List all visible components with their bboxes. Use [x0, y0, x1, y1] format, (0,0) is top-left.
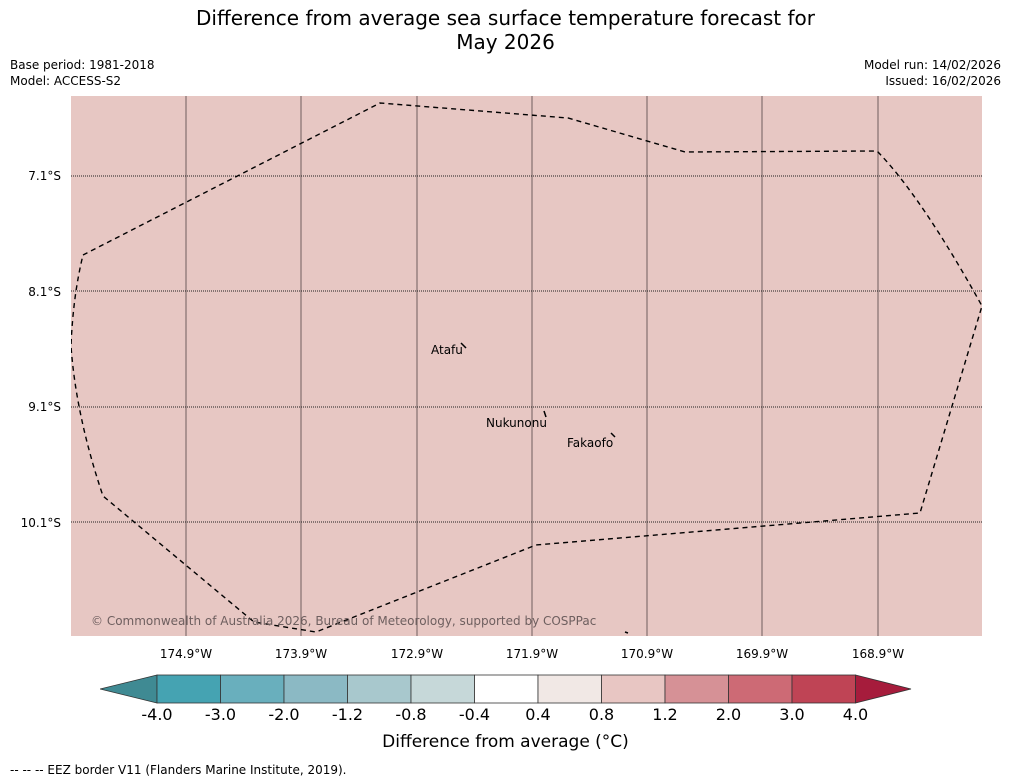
meridian-lines — [185, 96, 879, 636]
lat-label: 10.1°S — [20, 516, 61, 530]
issued-date: Issued: 16/02/2026 — [885, 74, 1001, 88]
chart-title: Difference from average sea surface temp… — [0, 6, 1011, 54]
atafu-atoll — [460, 342, 467, 349]
legend-footer: -- -- -- EEZ border V11 (Flanders Marine… — [10, 763, 347, 777]
lon-label: 170.9°W — [620, 647, 674, 661]
lon-label: 171.9°W — [505, 647, 559, 661]
colorbar-segment-low — [100, 674, 158, 704]
colorbar-segment — [601, 674, 666, 704]
lat-label: 8.1°S — [28, 285, 61, 299]
eez-border — [71, 102, 982, 633]
lon-label: 174.9°W — [159, 647, 213, 661]
colorbar-segment — [220, 674, 285, 704]
colorbar-label: Difference from average (°C) — [382, 732, 629, 752]
colorbar-tick: -3.0 — [204, 705, 237, 724]
colorbar-segment — [283, 674, 348, 704]
lon-label: 172.9°W — [390, 647, 444, 661]
lon-label: 168.9°W — [851, 647, 905, 661]
colorbar-tick: 3.0 — [779, 705, 805, 724]
map-svg — [71, 96, 982, 636]
colorbar-tick: 4.0 — [842, 705, 869, 724]
colorbar-segment — [474, 674, 539, 704]
colorbar-segment — [537, 674, 602, 704]
colorbar-segment — [728, 674, 793, 704]
title-line-1: Difference from average sea surface temp… — [195, 6, 815, 30]
map-panel[interactable]: Atafu Nukunonu Fakaofo © Commonwealth of… — [71, 96, 982, 636]
place-label-fakaofo: Fakaofo — [567, 436, 614, 450]
colorbar-segment — [156, 674, 221, 704]
place-label-atafu: Atafu — [431, 343, 463, 357]
title-line-2: May 2026 — [456, 30, 555, 54]
fakaofo-atoll — [610, 432, 616, 438]
colorbar-segment — [347, 674, 412, 704]
lon-label: 173.9°W — [274, 647, 328, 661]
model-name: Model: ACCESS-S2 — [10, 74, 122, 88]
colorbar — [100, 674, 912, 704]
colorbar-tick: 1.2 — [652, 705, 678, 724]
lat-label: 7.1°S — [28, 169, 61, 183]
colorbar-tick: 0.8 — [588, 705, 615, 724]
colorbar-tick: 0.4 — [525, 705, 551, 724]
lat-label: 9.1°S — [28, 400, 61, 414]
colorbar-segment — [664, 674, 729, 704]
colorbar-segment-high — [855, 674, 912, 704]
colorbar-tick: -4.0 — [141, 705, 173, 724]
meta-left: Base period: 1981-2018 Model: ACCESS-S2 — [10, 57, 155, 89]
lon-label: 169.9°W — [735, 647, 789, 661]
colorbar-segment — [410, 674, 475, 704]
colorbar-tick: -0.8 — [395, 705, 427, 724]
colorbar-tick: -0.4 — [458, 705, 491, 724]
nukunonu-atoll — [543, 410, 547, 418]
meta-right: Model run: 14/02/2026 Issued: 16/02/2026 — [864, 57, 1001, 89]
colorbar-tick: -1.2 — [331, 705, 364, 724]
colorbar-segment — [791, 674, 856, 704]
colorbar-tick: -2.0 — [268, 705, 300, 724]
place-label-nukunonu: Nukunonu — [486, 416, 547, 430]
colorbar-tick: 2.0 — [715, 705, 742, 724]
model-run: Model run: 14/02/2026 — [863, 58, 1001, 72]
island-mark — [624, 631, 629, 634]
copyright-notice: © Commonwealth of Australia 2026, Bureau… — [91, 614, 597, 628]
base-period: Base period: 1981-2018 — [10, 58, 155, 72]
parallel-lines — [71, 175, 982, 523]
